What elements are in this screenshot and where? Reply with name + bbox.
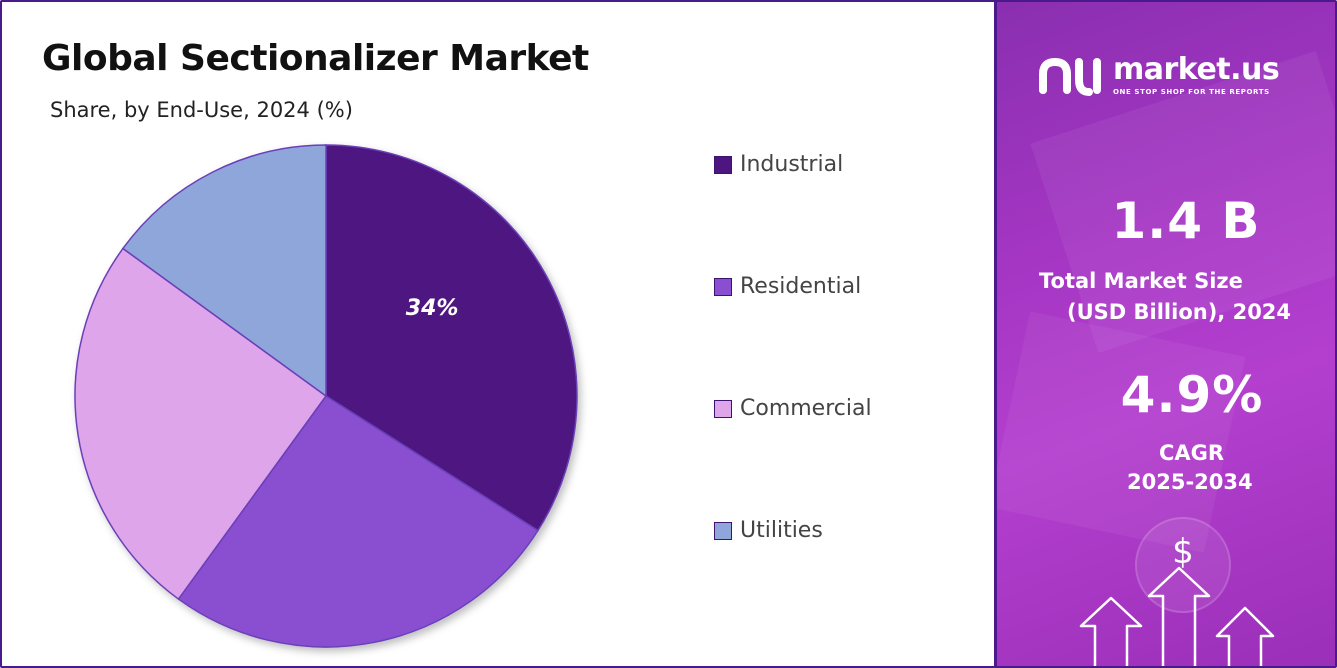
market-size-value: 1.4 B <box>1111 192 1261 250</box>
legend-label: Utilities <box>740 518 823 543</box>
legend-item-commercial: Commercial <box>714 396 872 421</box>
legend-label: Industrial <box>740 152 844 177</box>
chart-panel: Global Sectionalizer Market Share, by En… <box>2 2 994 666</box>
growth-arrows <box>1079 566 1275 666</box>
legend-item-utilities: Utilities <box>714 518 823 543</box>
legend-label: Residential <box>740 274 862 299</box>
up-arrow-icon <box>1147 566 1211 666</box>
brand-tagline: ONE STOP SHOP FOR THE REPORTS <box>1113 88 1270 96</box>
cagr-label-line2: 2025-2034 <box>1127 470 1253 494</box>
pie-chart: 34% <box>74 144 578 648</box>
brand-block: market.us ONE STOP SHOP FOR THE REPORTS <box>1037 50 1280 100</box>
legend-swatch <box>714 277 732 296</box>
legend-swatch <box>714 155 732 174</box>
panel-divider <box>994 0 997 668</box>
market-us-logo-icon <box>1039 57 1101 96</box>
dollar-icon: $ <box>1172 532 1194 572</box>
background-shape <box>997 311 1246 553</box>
chart-title: Global Sectionalizer Market <box>42 38 589 79</box>
data-label-industrial: 34% <box>406 296 459 321</box>
stats-panel: market.us ONE STOP SHOP FOR THE REPORTS … <box>997 2 1335 666</box>
market-size-label-line1: Total Market Size <box>1039 269 1243 293</box>
legend-swatch <box>714 521 732 540</box>
legend-item-residential: Residential <box>714 274 861 299</box>
legend-item-industrial: Industrial <box>714 152 843 177</box>
market-size-label-line2: (USD Billion), 2024 <box>1067 300 1292 324</box>
legend-label: Commercial <box>740 396 872 421</box>
pie-slice-commercial <box>74 247 328 601</box>
pie-slice-utilities <box>121 144 327 398</box>
brand-name: market.us <box>1113 52 1280 87</box>
cagr-value: 4.9% <box>1120 366 1264 424</box>
cagr-label-line1: CAGR <box>1159 441 1225 465</box>
pie-slice-industrial <box>325 144 578 532</box>
legend-swatch <box>714 399 732 418</box>
up-arrow-icon <box>1215 606 1275 666</box>
coin-decoration <box>1135 517 1231 613</box>
up-arrow-icon <box>1079 596 1143 666</box>
pie-slice-residential <box>177 394 539 648</box>
chart-subtitle: Share, by End-Use, 2024 (%) <box>50 98 353 122</box>
